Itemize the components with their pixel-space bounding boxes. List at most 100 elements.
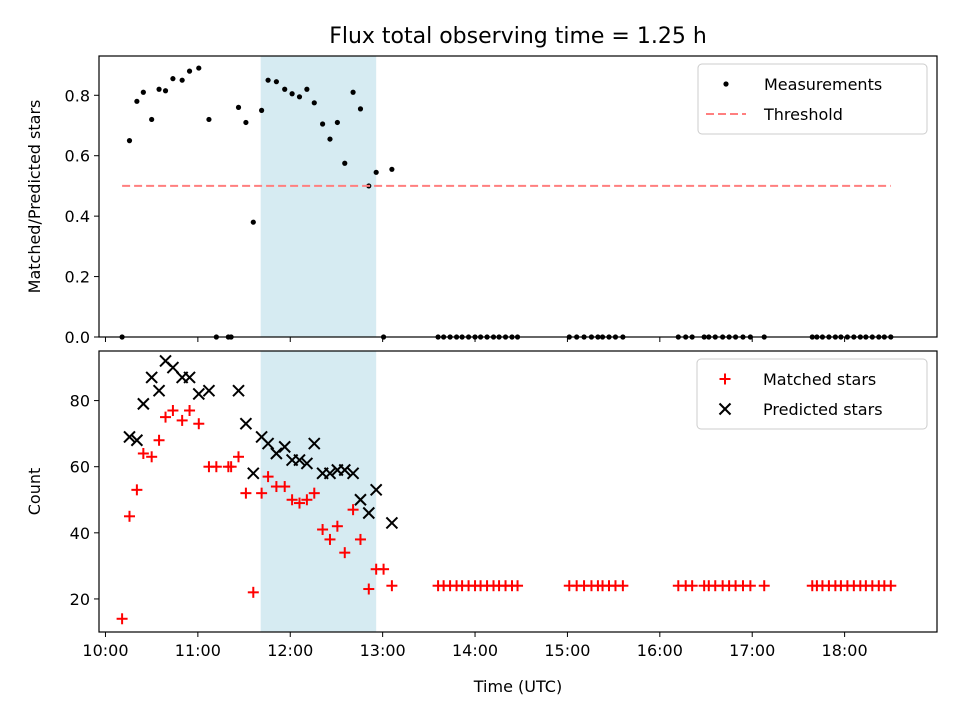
matched-stars-marker: [339, 547, 351, 559]
matched-stars-marker: [308, 487, 320, 499]
marker-stroke: [369, 483, 383, 497]
x-tick-label: 12:00: [267, 641, 313, 660]
measurement-point: [170, 76, 176, 82]
marker-stroke: [232, 384, 245, 397]
marker-stroke: [300, 457, 314, 470]
marker-stroke: [323, 467, 337, 480]
legend-label: Predicted stars: [763, 400, 883, 419]
measurement-point: [289, 91, 295, 97]
x-tick-label: 16:00: [637, 641, 683, 660]
matched-stars-marker: [301, 494, 313, 506]
predicted-stars-marker: [323, 467, 337, 480]
matched-stars-marker: [378, 563, 390, 575]
matched-stars-marker: [210, 461, 222, 473]
predicted-stars-marker: [183, 371, 196, 384]
matched-stars-marker: [758, 580, 770, 592]
matched-stars-marker: [744, 580, 756, 592]
marker-stroke: [152, 384, 166, 397]
measurement-point: [186, 68, 193, 74]
y-tick-label: 0.6: [65, 147, 90, 166]
matched-stars-marker: [176, 414, 188, 426]
predicted-stars-marker: [247, 467, 260, 480]
matched-stars-marker: [331, 520, 343, 532]
matched-stars-marker: [354, 533, 366, 545]
measurement-point: [250, 219, 256, 225]
marker-stroke: [278, 440, 291, 454]
legend-box: [696, 358, 928, 430]
y-tick-label: 80: [70, 392, 90, 411]
legend-label: Matched stars: [763, 370, 876, 389]
matched-stars-marker: [131, 484, 143, 496]
measurement-point: [357, 106, 364, 112]
measurement-point: [243, 119, 249, 126]
x-axis-label: Time (UTC): [473, 677, 562, 696]
marker-stroke: [137, 397, 150, 411]
series-x: [123, 354, 399, 530]
measurement-point: [134, 98, 140, 104]
x-tick-label: 15:00: [544, 641, 590, 660]
matched-stars-marker: [279, 481, 291, 493]
y-axis-label: Matched/Predicted stars: [25, 100, 44, 294]
predicted-stars-marker: [369, 483, 383, 497]
chart-title: Flux total observing time = 1.25 h: [329, 24, 707, 49]
measurement-point: [342, 160, 348, 166]
matched-stars-marker: [317, 524, 329, 536]
predicted-stars-marker: [166, 361, 180, 374]
predicted-stars-marker: [239, 417, 253, 430]
predicted-stars-marker: [293, 453, 306, 467]
marker-stroke: [362, 506, 375, 520]
legend: Measurements Threshold: [697, 63, 928, 135]
predicted-stars-marker: [232, 384, 245, 397]
marker-stroke: [202, 384, 216, 397]
measurement-point: [235, 104, 242, 110]
matched-stars-marker: [153, 434, 165, 446]
matched-stars-marker: [225, 461, 237, 473]
matched-stars-marker: [146, 451, 158, 463]
predicted-stars-marker: [202, 384, 216, 397]
marker-stroke: [338, 463, 351, 477]
legend-marker: [718, 402, 732, 416]
matched-stars-marker: [686, 580, 698, 592]
measurement-point: [273, 79, 279, 85]
marker-stroke: [385, 516, 399, 530]
measurement-point: [156, 86, 162, 92]
marker-stroke: [247, 467, 260, 480]
predicted-stars-marker: [137, 397, 150, 411]
measurement-point: [162, 88, 169, 94]
marker-stroke: [183, 371, 196, 384]
matched-stars-marker: [293, 497, 305, 509]
marker-stroke: [308, 437, 321, 450]
matched-stars-marker: [286, 494, 298, 506]
legend: Matched stars Predicted stars: [696, 358, 928, 430]
matched-stars-marker: [363, 583, 375, 595]
marker-stroke: [255, 430, 268, 444]
axes-frame: [98, 350, 938, 633]
predicted-stars-marker: [261, 437, 275, 450]
predicted-stars-marker: [130, 434, 144, 447]
y-axis-label: Count: [25, 468, 44, 516]
measurement-point: [327, 136, 333, 142]
marker-stroke: [166, 361, 180, 374]
matched-stars-marker: [885, 580, 897, 592]
marker-stroke: [261, 437, 275, 450]
predicted-stars-marker: [270, 447, 283, 460]
measurement-point: [304, 86, 310, 92]
measurement-point: [350, 89, 356, 95]
y-tick-label: 0.2: [65, 268, 90, 287]
predicted-stars-marker: [192, 387, 205, 401]
measurement-point: [373, 169, 379, 175]
matched-stars-marker: [262, 471, 274, 483]
top-panel: 0.0 0.2 0.4 0.6 0.8 Matched/Predicted stars Me…: [25, 55, 938, 347]
predicted-stars-marker: [152, 384, 166, 397]
marker-stroke: [159, 354, 172, 368]
marker-stroke: [145, 371, 158, 384]
axes-frame: [98, 55, 938, 338]
y-tick-label: 40: [70, 524, 90, 543]
matched-stars-marker: [160, 411, 172, 423]
predicted-stars-marker: [145, 371, 158, 384]
matched-stars-marker: [256, 487, 268, 499]
marker-stroke: [354, 493, 367, 506]
legend-box: [697, 63, 928, 135]
measurement-point: [179, 77, 185, 83]
matched-stars-marker: [193, 418, 205, 430]
